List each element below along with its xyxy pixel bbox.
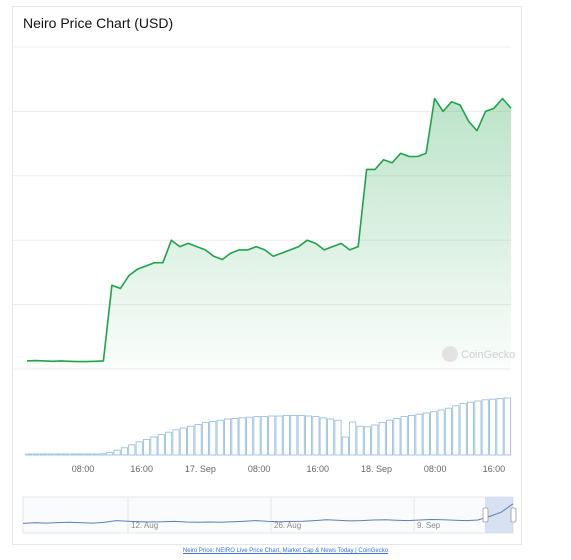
watermark-text: CoinGecko [461,349,515,361]
volume-bar [98,453,106,456]
volume-bar [216,419,224,456]
volume-bar [290,414,298,456]
x-tick-label: 17. Sep [185,464,216,474]
navigator-date-label: 12. Aug [131,521,158,530]
price-chart-card: Neiro Price Chart (USD) $0.021$0.038$0.0… [12,6,551,545]
volume-bar [282,414,290,456]
volume-bar [69,453,77,456]
volume-bar [246,416,254,456]
volume-bar [327,418,335,456]
volume-bar [150,436,158,456]
volume-bar [319,417,327,456]
navigator-selection[interactable] [485,497,513,533]
volume-bar [187,425,195,456]
volume-bar [378,422,386,456]
volume-bar [238,417,246,456]
volume-bar [400,416,408,456]
volume-bar [408,414,416,456]
x-tick-label: 16:00 [483,464,506,474]
coingecko-logo-icon [442,346,458,362]
page-caption-link[interactable]: Neiro Price: NEIRO Live Price Chart, Mar… [182,548,389,554]
volume-bar [489,398,497,456]
volume-bar [437,409,445,456]
volume-bar [349,421,357,456]
volume-bar [393,417,401,456]
volume-bar [503,397,511,456]
volume-bar [172,429,180,456]
volume-bar [91,453,99,456]
volume-bar [157,434,165,456]
volume-bar [444,407,452,456]
volume-bar [474,400,482,456]
price-area-fill [27,98,511,369]
volume-bar [334,419,342,456]
volume-bar [128,444,136,456]
volume-bar [62,453,70,456]
volume-bar [422,412,430,456]
x-axis-labels: 08:00 16:00 17. Sep 08:00 16:00 18. Sep 08:00 1… [72,464,505,474]
volume-bar [371,424,379,456]
navigator-line [22,503,514,524]
volume-bar [113,449,121,456]
volume-bar [47,453,55,456]
navigator-date-label: 26. Aug [274,521,301,530]
volume-bar [459,402,467,456]
volume-bar [223,418,231,456]
volume-bar [106,452,114,456]
volume-bar [268,415,276,456]
volume-bar [312,416,320,456]
price-line [26,97,512,363]
volume-bar [430,411,438,456]
price-area [26,97,512,369]
volume-bar [120,447,128,456]
volume-bar [135,441,143,456]
volume-bar [54,453,62,456]
volume-bar [275,415,283,456]
volume-bar [39,453,47,456]
volume-bar [466,401,474,456]
volume-bar [76,453,84,456]
volume-bar [385,419,393,456]
volume-bar [165,431,173,456]
chart-title: Neiro Price Chart (USD) [23,15,174,31]
x-tick-label: 16:00 [307,464,330,474]
coingecko-watermark: CoinGecko [442,346,515,362]
volume-bar [194,423,202,456]
volume-bar [452,405,460,456]
volume-bar [201,422,209,456]
volume-bar [356,425,364,456]
x-tick-label: 16:00 [130,464,153,474]
x-tick-label: 08:00 [248,464,271,474]
navigator-handle[interactable] [510,507,517,523]
volume-bar [260,416,268,456]
range-navigator[interactable]: 12. Aug 26. Aug 9. Sep [22,496,517,534]
volume-bars [25,397,511,456]
volume-bar [481,399,489,456]
volume-bar [415,413,423,456]
volume-bar [363,426,371,456]
navigator-handle[interactable] [482,507,489,523]
volume-bar [496,398,504,456]
x-tick-label: 08:00 [424,464,447,474]
navigator-date-label: 9. Sep [417,521,441,530]
volume-bar [231,417,239,456]
price-chart-svg[interactable]: $0.021$0.038$0.036$0.034$0.032$0 CoinGec… [13,7,551,544]
x-tick-label: 08:00 [72,464,95,474]
volume-bar [253,416,261,456]
volume-bar [209,420,217,456]
volume-bar [297,414,305,456]
volume-bar [341,436,349,456]
volume-bar [142,438,150,456]
volume-bar [84,453,92,456]
volume-bar [25,453,33,456]
volume-bar [304,415,312,456]
volume-bar [32,453,40,456]
volume-bar [179,427,187,456]
x-tick-label: 18. Sep [361,464,392,474]
